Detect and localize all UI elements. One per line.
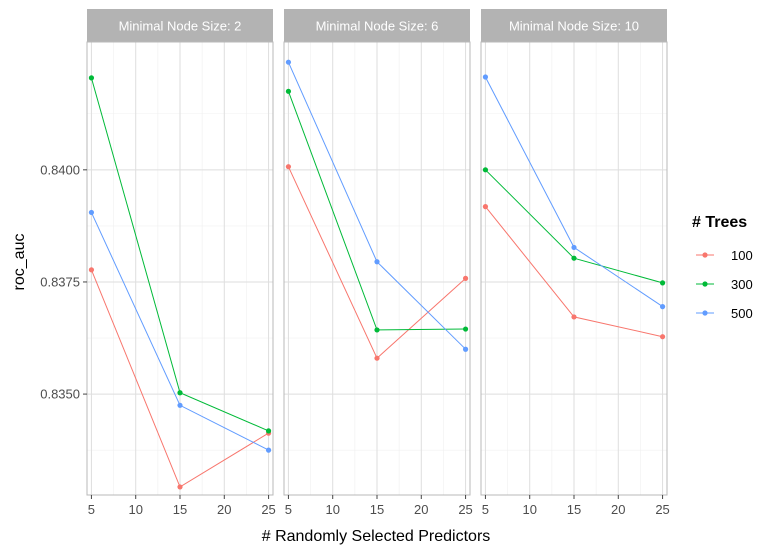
x-tick-label: 25	[655, 502, 669, 517]
legend: # Trees 100 300 500	[692, 214, 753, 321]
data-point-100	[482, 204, 489, 210]
legend-label: 100	[731, 248, 753, 263]
data-point-500	[374, 259, 380, 265]
x-tick-label: 25	[458, 502, 472, 517]
data-point-100	[462, 275, 469, 281]
data-point-500	[462, 346, 469, 352]
data-point-300	[88, 75, 95, 81]
y-axis-label: roc_auc	[11, 234, 28, 291]
data-point-500	[571, 244, 577, 251]
legend-marker	[702, 310, 708, 316]
data-point-100	[285, 164, 292, 170]
data-point-300	[571, 255, 577, 261]
legend-entry-100: 100	[696, 248, 753, 263]
x-tick-label: 10	[128, 502, 142, 517]
legend-label: 300	[731, 277, 753, 292]
x-tick-label: 25	[261, 502, 275, 517]
x-tick-label: 5	[88, 502, 95, 517]
facet-strip	[87, 9, 273, 42]
data-point-500	[88, 209, 95, 216]
data-point-300	[374, 327, 380, 333]
x-tick-label: 5	[482, 502, 489, 517]
axes: # Randomly Selected Predictors roc_auc 0…	[11, 162, 490, 545]
data-point-100	[374, 355, 380, 361]
facet-panel-2: Minimal Node Size: 6 5 10 15 20 25	[283, 9, 473, 517]
legend-marker	[702, 252, 708, 258]
legend-marker	[702, 281, 708, 287]
data-point-300	[285, 88, 292, 94]
data-point-500	[285, 59, 292, 65]
facet-panel-3: Minimal Node Size: 10 5 10 15 20 25	[480, 9, 670, 517]
facet-title: Minimal Node Size: 6	[316, 19, 439, 34]
x-tick-label: 10	[325, 502, 339, 517]
x-tick-label: 15	[567, 502, 581, 517]
facet-panel-1: Minimal Node Size: 2 5 10 15 20 25	[86, 9, 276, 517]
x-tick-label: 20	[217, 502, 231, 517]
legend-title: # Trees	[692, 214, 747, 231]
data-point-100	[571, 314, 577, 320]
data-point-300	[265, 428, 272, 434]
legend-entry-500: 500	[696, 306, 753, 321]
data-point-500	[177, 402, 183, 408]
facet-strip	[481, 9, 667, 42]
facet-title: Minimal Node Size: 2	[119, 19, 242, 34]
facet-strip	[284, 9, 470, 42]
data-point-100	[177, 484, 183, 490]
data-point-300	[482, 167, 489, 173]
data-point-500	[482, 74, 489, 80]
x-tick-label: 10	[522, 502, 536, 517]
data-point-100	[88, 267, 95, 273]
y-tick-label: 0.8375	[40, 274, 80, 289]
y-tick-label: 0.8400	[40, 162, 80, 177]
x-tick-label: 15	[173, 502, 187, 517]
legend-entry-300: 300	[696, 277, 753, 292]
x-axis-label: # Randomly Selected Predictors	[262, 528, 491, 545]
x-tick-label: 15	[370, 502, 384, 517]
legend-label: 500	[731, 306, 753, 321]
data-point-300	[177, 390, 183, 396]
y-tick-label: 0.8350	[40, 387, 80, 402]
x-tick-label: 20	[414, 502, 428, 517]
data-point-300	[659, 280, 666, 286]
x-tick-label: 20	[611, 502, 625, 517]
data-point-500	[659, 304, 666, 310]
data-point-500	[265, 447, 272, 453]
data-point-300	[462, 326, 469, 332]
facet-title: Minimal Node Size: 10	[509, 19, 639, 34]
x-tick-label: 5	[285, 502, 292, 517]
data-point-100	[659, 334, 666, 340]
